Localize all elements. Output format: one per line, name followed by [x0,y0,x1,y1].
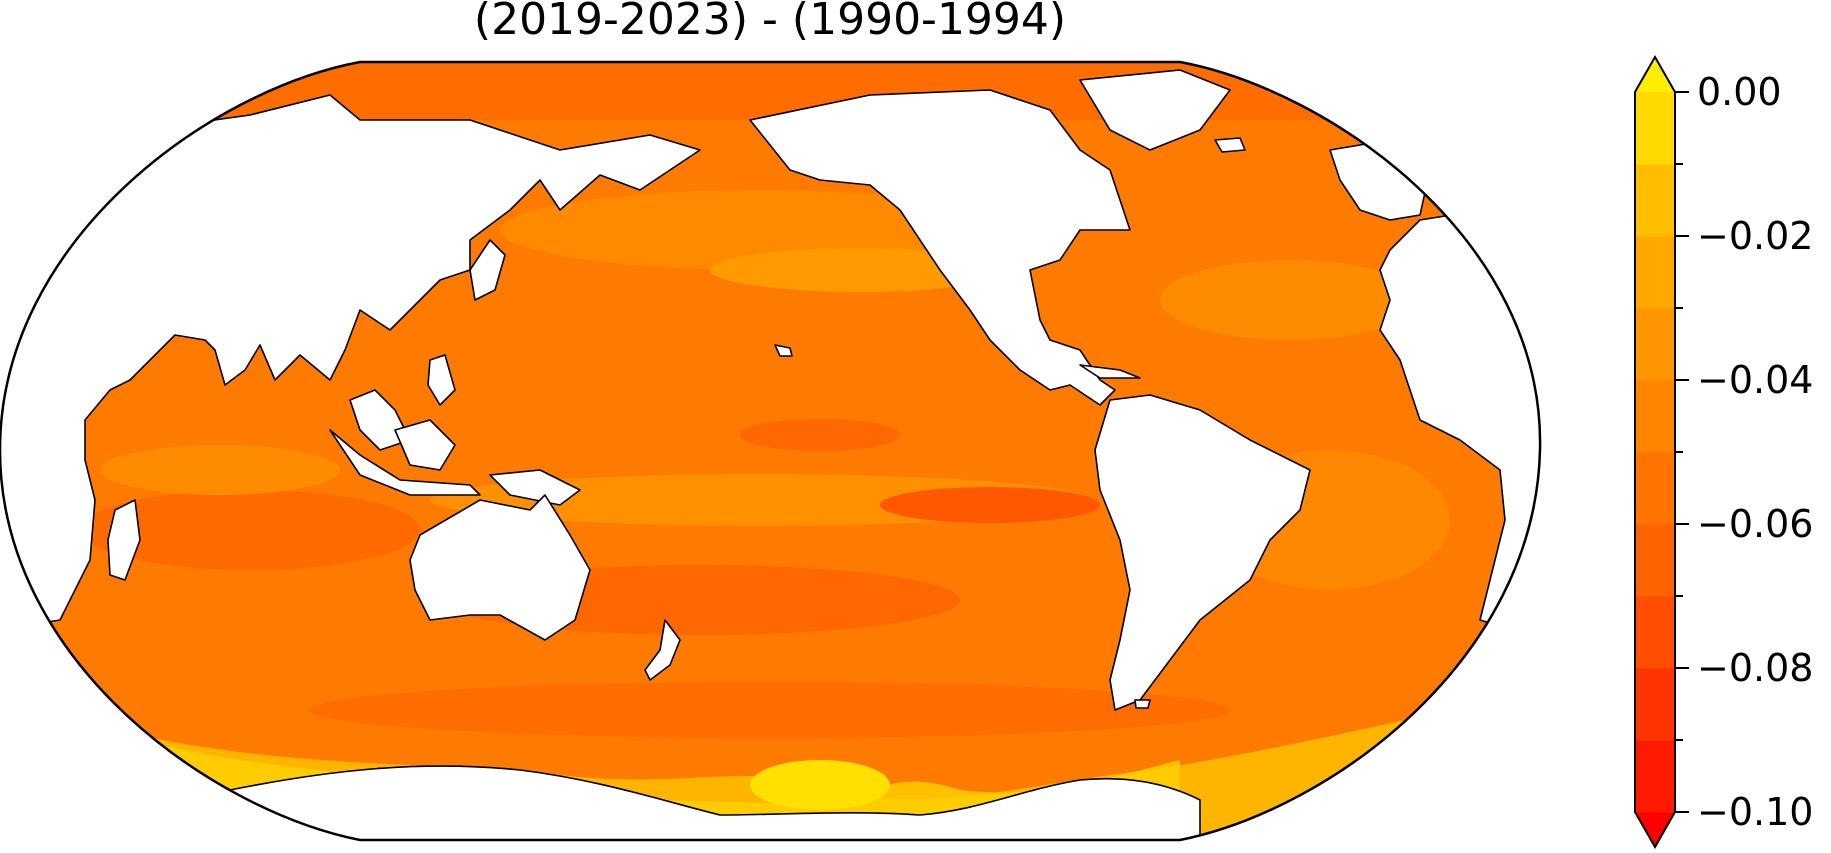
land-falklands [1134,699,1151,709]
colorbar-tick-label: −0.08 [1697,646,1813,690]
land-eurasia-africa-west [0,94,701,631]
globe-outline [0,60,1542,842]
colorbar-tick-label: −0.10 [1697,790,1813,834]
colorbar-tick-label: −0.02 [1697,214,1813,258]
equatorial-pacific-low [880,487,1100,523]
colorbar-segment [1635,236,1675,309]
map-title: (2019-2023) - (1990-1994) [473,0,1067,45]
land-sumatra-java [329,429,481,496]
land-iceland [1214,137,1246,153]
colorbar-segment [1635,668,1675,741]
land-new-guinea [489,469,581,506]
colorbar-tick-label: −0.06 [1697,502,1813,546]
land-new-zealand [644,619,681,681]
colorbar-extend-over [1635,57,1675,92]
colorbar-segment [1635,380,1675,453]
central-pacific-low [740,419,900,451]
land-greenland [1079,69,1231,151]
land-madagascar [107,499,141,581]
southern-ocean-low [310,682,1230,738]
colorbar: 0.00 −0.02 −0.04 −0.06 −0.08 −0.10 [1634,54,1813,850]
land-north-america [749,89,1131,406]
colorbar-segment [1635,92,1675,165]
colorbar-segment [1635,308,1675,381]
north-atlantic-band [1160,260,1420,340]
colorbar-segment [1635,596,1675,669]
indian-ocean-high [100,445,340,495]
colorbar-tick-label: −0.04 [1697,358,1813,402]
land-cuba [1079,364,1141,379]
land-japan [469,239,506,301]
land-antarctica [229,765,1201,840]
land-australia [409,494,591,641]
colorbar-segment [1635,164,1675,237]
land-south-america [1094,394,1311,711]
land-africa-europe-east [1379,199,1541,641]
colorbar-segment [1635,740,1675,813]
colorbar-tick-label: 0.00 [1697,70,1782,114]
land-masses [0,69,1541,840]
ocean-field [0,62,1541,840]
land-borneo [394,419,456,471]
colorbar-segment [1635,452,1675,525]
colorbar-segment [1635,524,1675,597]
ross-sea-yellow [750,760,890,810]
land-philippines [427,354,456,406]
land-hawaii [774,344,793,357]
colorbar-extend-under [1635,812,1675,847]
indian-ocean-low [80,490,420,570]
